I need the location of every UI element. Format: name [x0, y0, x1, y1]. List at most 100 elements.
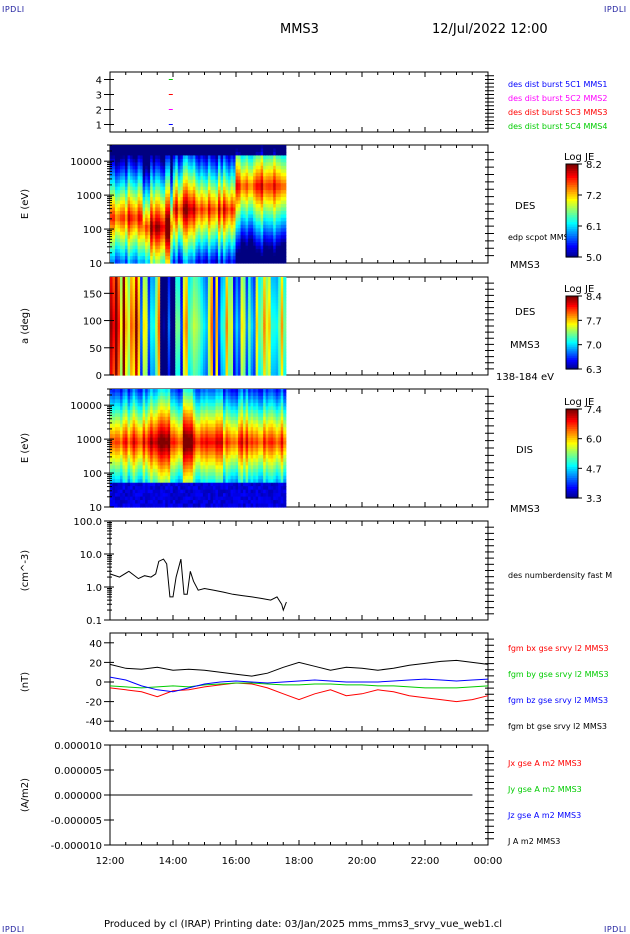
des-pad-cell — [137, 343, 141, 347]
des-energy-cell — [145, 172, 149, 177]
des-energy-cell — [150, 238, 154, 243]
des-energy-cell — [185, 148, 189, 153]
des-pad-cell — [182, 340, 186, 344]
des-energy-cell — [197, 221, 201, 226]
des-energy-cell — [197, 252, 201, 257]
des-pad-cell — [185, 317, 189, 321]
des-pad-cell — [192, 357, 196, 362]
des-energy-cell — [222, 162, 227, 167]
des-energy-cell — [112, 210, 116, 216]
des-pad-cell — [230, 314, 234, 318]
des-energy-cell — [202, 176, 207, 181]
des-pad-cell — [170, 351, 174, 356]
des-pad-cell — [160, 331, 164, 336]
des-pad-cell — [140, 300, 144, 304]
des-energy-cell — [215, 148, 219, 153]
des-energy-cell — [127, 256, 131, 261]
des-pad-cell — [212, 302, 217, 307]
des-pad-cell — [248, 363, 252, 367]
des-energy-cell — [127, 190, 131, 195]
des-pad-cell — [175, 360, 179, 365]
des-energy-cell — [115, 183, 119, 188]
des-energy-cell — [132, 235, 136, 240]
des-energy-cell — [225, 217, 229, 222]
des-energy-cell — [215, 190, 219, 195]
des-energy-cell — [243, 245, 247, 250]
des-pad-cell — [165, 314, 169, 318]
des-energy-cell — [115, 214, 119, 219]
des-pad-cell — [127, 279, 131, 284]
des-energy-cell — [215, 252, 219, 257]
des-pad-cell — [112, 294, 116, 298]
des-energy-cell — [122, 176, 126, 181]
des-energy-cell — [172, 256, 176, 261]
des-pad-cell — [185, 308, 189, 313]
des-pad-cell — [177, 346, 181, 350]
des-pad-cell — [175, 320, 179, 324]
des-energy-cell — [222, 197, 227, 202]
des-energy-cell — [207, 217, 212, 222]
des-pad-cell — [220, 366, 224, 370]
des-pad-cell — [243, 297, 247, 301]
des-pad-cell — [162, 363, 166, 367]
des-pad-cell — [127, 326, 131, 330]
des-energy-cell — [280, 148, 284, 153]
des-pad-cell — [150, 294, 154, 298]
des-pad-cell — [160, 320, 164, 324]
des-energy-cell — [225, 242, 229, 247]
des-pad-cell — [147, 282, 151, 287]
des-energy-cell — [283, 204, 287, 209]
des-energy-cell — [205, 186, 209, 191]
des-energy-cell — [222, 228, 227, 233]
des-energy-cell — [167, 228, 171, 233]
des-energy-cell — [197, 186, 201, 191]
des-pad-cell — [122, 337, 126, 342]
des-pad-cell — [185, 291, 189, 295]
des-pad-cell — [200, 311, 204, 316]
des-energy-cell — [147, 197, 151, 202]
des-pad-cell — [192, 291, 196, 295]
des-energy-cell — [202, 207, 207, 212]
des-pad-cell — [162, 308, 166, 313]
des-energy-cell — [145, 228, 149, 233]
des-energy-cell — [222, 256, 227, 261]
des-pad-cell — [175, 337, 179, 342]
des-energy-cell — [162, 210, 166, 216]
des-pad-cell — [157, 285, 161, 290]
des-energy-cell — [110, 145, 114, 150]
des-pad-cell — [207, 334, 212, 339]
des-energy-cell — [182, 204, 186, 209]
des-energy-cell — [230, 190, 234, 195]
des-pad-cell — [165, 294, 169, 298]
des-energy-cell — [172, 179, 176, 184]
des-energy-cell — [253, 148, 257, 153]
des-pad-cell — [140, 334, 144, 339]
des-energy-cell — [192, 169, 196, 174]
des-pad-cell — [137, 282, 141, 287]
des-energy-cell — [152, 235, 156, 240]
des-energy-cell — [152, 158, 156, 163]
des-energy-cell — [248, 190, 252, 195]
des-pad-cell — [245, 337, 249, 342]
des-energy-cell — [228, 231, 232, 236]
des-energy-cell — [125, 148, 129, 153]
des-energy-cell — [233, 158, 237, 163]
des-energy-cell — [260, 224, 264, 229]
des-energy-cell — [172, 197, 176, 202]
des-energy-cell — [255, 235, 259, 240]
des-energy-cell — [275, 210, 279, 216]
des-pad-cell — [177, 372, 181, 376]
des-energy-cell — [255, 197, 259, 202]
des-energy-cell — [258, 197, 262, 202]
des-energy-cell — [260, 204, 264, 209]
des-energy-cell — [157, 204, 161, 209]
des-pad-cell — [172, 323, 176, 327]
des-energy-cell — [147, 242, 151, 247]
des-pad-cell — [197, 372, 201, 376]
des-energy-cell — [165, 145, 169, 150]
des-energy-cell — [130, 224, 134, 229]
des-pad-cell — [197, 357, 201, 362]
des-energy-cell — [142, 204, 146, 209]
des-pad-cell — [207, 328, 212, 333]
des-energy-cell — [220, 172, 224, 177]
